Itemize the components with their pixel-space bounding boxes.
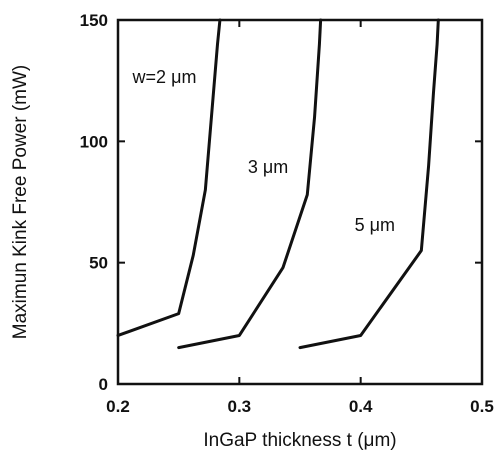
- y-tick-label: 100: [80, 132, 108, 151]
- x-tick-label: 0.3: [228, 397, 252, 416]
- series-line: [298, 18, 440, 350]
- series-lines: [116, 18, 440, 350]
- x-axis-title: InGaP thickness t (μm): [203, 430, 396, 451]
- plot-frame: [116, 18, 484, 386]
- series-label: w=2 μm: [132, 67, 197, 87]
- ticks: [117, 19, 483, 385]
- y-tick-label: 0: [99, 375, 108, 394]
- series-labels: w=2 μm 3 μm 5 μm: [132, 67, 395, 235]
- tick-labels: 0.2 0.3 0.4 0.5 0 50 100 150: [80, 11, 494, 416]
- series-line: [177, 18, 323, 350]
- y-axis-title: Maximun Kink Free Power (mW): [10, 65, 31, 340]
- y-tick-label: 50: [89, 254, 108, 273]
- y-tick-label: 150: [80, 11, 108, 30]
- x-tick-label: 0.4: [349, 397, 373, 416]
- x-tick-label: 0.2: [106, 397, 130, 416]
- series-line: [116, 18, 222, 337]
- x-tick-label: 0.5: [470, 397, 494, 416]
- series-label: 3 μm: [248, 157, 288, 177]
- series-label: 5 μm: [355, 215, 395, 235]
